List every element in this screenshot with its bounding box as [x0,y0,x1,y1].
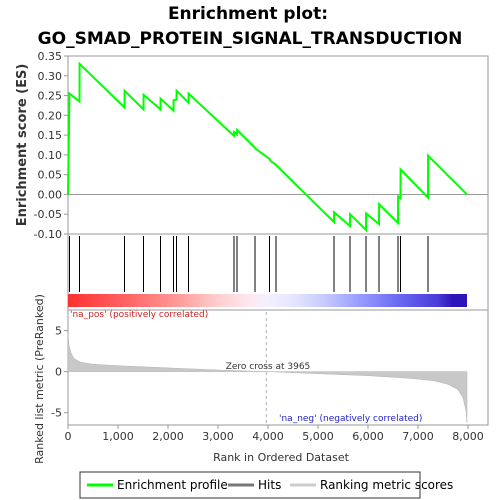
x-tick-label: 6,000 [352,430,384,443]
negative-label: 'na_neg' (negatively correlated) [279,414,422,424]
enrichment-profile-line [67,61,468,233]
ranking-metric-area [67,333,468,423]
x-axis: 0 1,000 2,000 3,000 4,000 5,000 6,000 7,000 8,00… [65,425,484,464]
rank-panel: -505 Zero cross at 3965 'na_pos' (positi… [33,294,489,464]
legend-label-enrichment: Enrichment profile [117,478,228,492]
ranking-gradient-bar [68,294,467,307]
es-y-tick-label: 0.35 [38,50,63,63]
x-tick-label: 3,000 [202,430,234,443]
x-tick-label: 2,000 [152,430,184,443]
rank-y-tick-label: 5 [55,325,62,338]
x-ticks: 0 1,000 2,000 3,000 4,000 5,000 6,000 7,000 8,00… [65,425,484,443]
es-y-tick-label: 0.20 [38,109,63,122]
legend-label-hits: Hits [258,478,281,492]
chart-title-line1: Enrichment plot: [168,4,328,24]
es-y-tick-label: 0.00 [38,188,63,201]
es-y-tick-label: 0.30 [38,70,63,83]
positive-label: 'na_pos' (positively correlated) [70,310,208,320]
es-panel-frame [67,55,489,235]
es-y-tick-label: 0.05 [38,169,63,182]
x-tick-label: 4,000 [252,430,284,443]
legend: Enrichment profile Hits Ranking metric s… [79,471,453,499]
rank-y-ticks: -5 0 5 [51,325,68,420]
es-y-axis-title: Enrichment score (ES) [15,64,30,227]
hits-panel [67,233,489,311]
es-y-tick-label: 0.15 [38,129,63,142]
x-axis-title: Rank in Ordered Dataset [213,451,350,464]
rank-y-tick-label: 0 [55,366,62,379]
es-y-ticks: -0.10 -0.05 0.00 0.05 0.10 0.15 0.20 0.25 0.30 0.… [34,50,68,241]
rank-y-axis-title: Ranked list metric (PreRanked) [33,294,46,464]
es-y-tick-label: -0.10 [34,228,62,241]
zero-cross-label: Zero cross at 3965 [226,362,311,372]
es-y-tick-label: 0.10 [38,149,63,162]
es-y-tick-label: -0.05 [34,208,62,221]
x-tick-label: 5,000 [302,430,334,443]
x-tick-label: 0 [65,430,72,443]
es-y-tick-label: 0.25 [38,90,63,103]
hit-marks [69,236,429,292]
legend-label-ranking: Ranking metric scores [320,478,453,492]
x-tick-label: 1,000 [102,430,134,443]
x-tick-label: 7,000 [402,430,434,443]
x-tick-label: 8,000 [452,430,484,443]
rank-y-tick-label: -5 [51,407,62,420]
es-panel: -0.10 -0.05 0.00 0.05 0.10 0.15 0.20 0.25 0.30 0.… [15,50,489,241]
chart-title-line2: GO_SMAD_PROTEIN_SIGNAL_TRANSDUCTION [38,29,463,49]
